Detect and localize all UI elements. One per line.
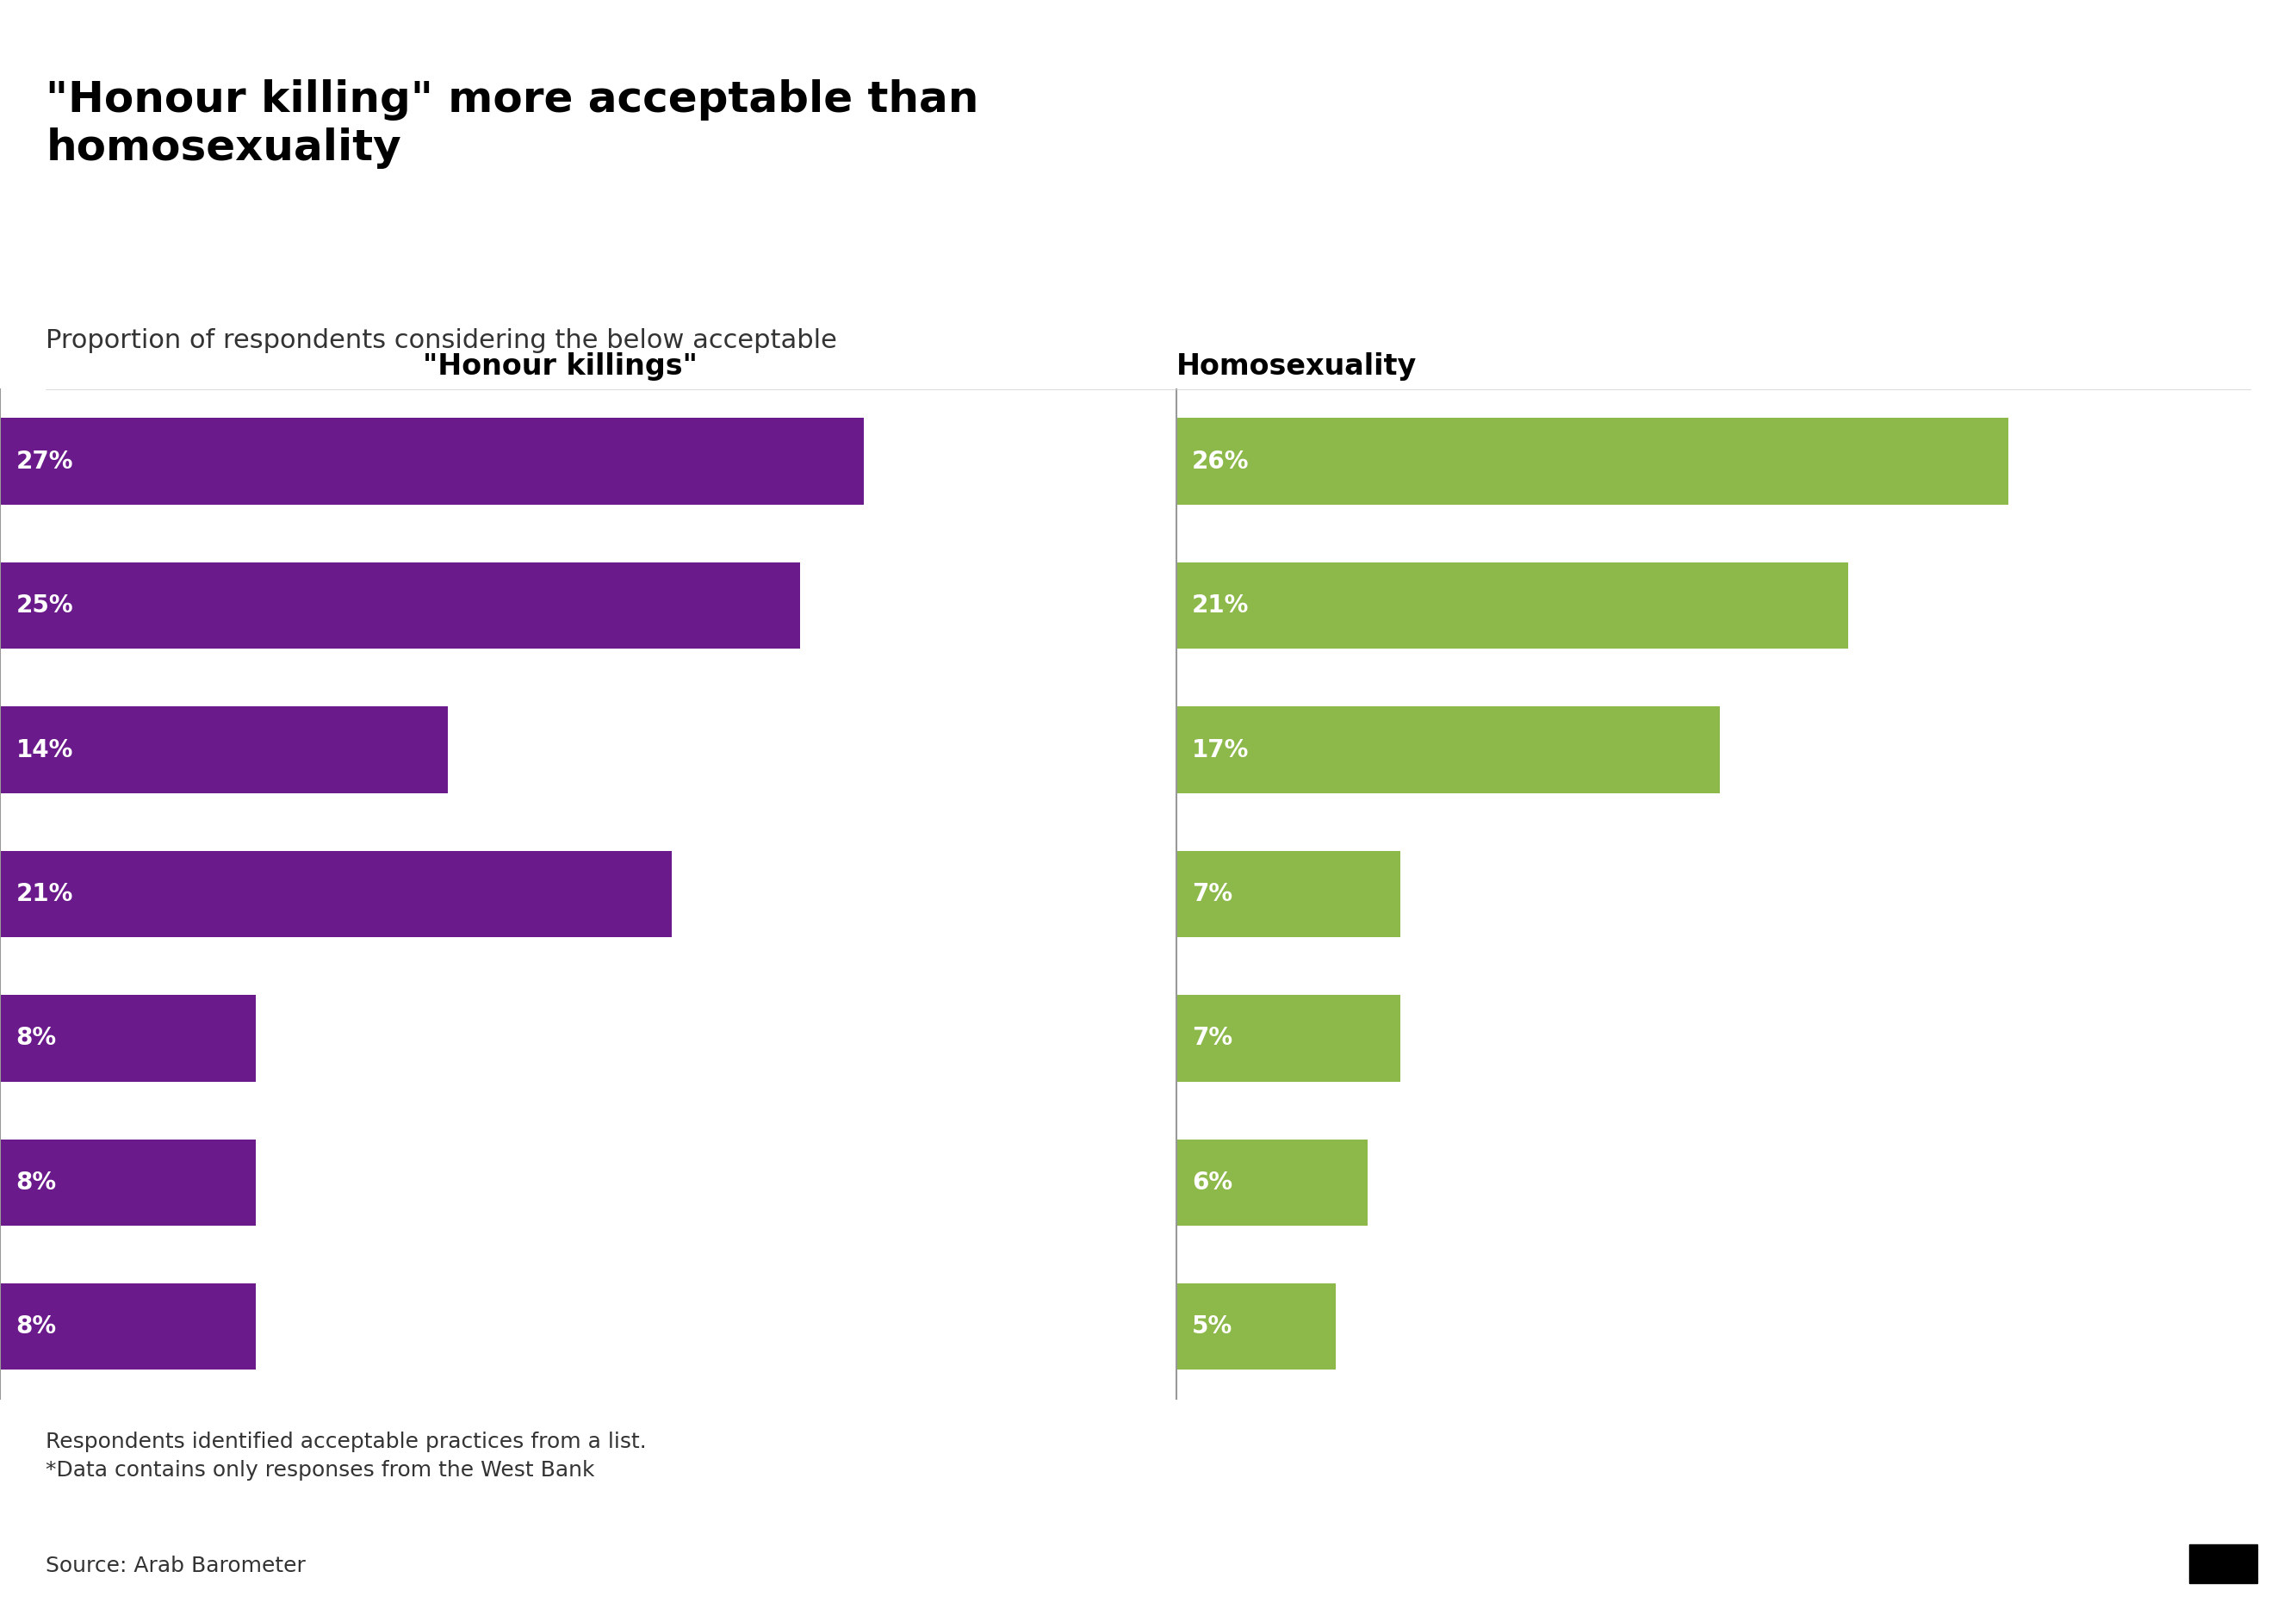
Bar [0, 851, 673, 937]
Text: 21%: 21% [1192, 594, 1249, 617]
Text: Source: Arab Barometer: Source: Arab Barometer [46, 1555, 305, 1576]
Text: 21%: 21% [16, 882, 73, 906]
Text: "Honour killing" more acceptable than
homosexuality: "Honour killing" more acceptable than ho… [46, 79, 978, 168]
Text: Homosexuality: Homosexuality [1176, 352, 1417, 381]
Bar [0, 1284, 255, 1370]
Text: 17%: 17% [1192, 738, 1249, 762]
Text: 8%: 8% [16, 1026, 57, 1050]
Bar [0, 995, 255, 1082]
Bar [1176, 1284, 1336, 1370]
Text: 7%: 7% [1192, 882, 1233, 906]
Text: BBC: BBC [2197, 1552, 2250, 1576]
Text: 26%: 26% [1192, 449, 1249, 473]
Text: 14%: 14% [16, 738, 73, 762]
Bar [1176, 707, 1720, 793]
Bar [1176, 1139, 1368, 1226]
Bar [1176, 418, 2009, 505]
Text: 5%: 5% [1192, 1315, 1233, 1339]
Text: 25%: 25% [16, 594, 73, 617]
Bar [0, 562, 799, 649]
Bar [1176, 562, 1848, 649]
Text: 7%: 7% [1192, 1026, 1233, 1050]
Text: 27%: 27% [16, 449, 73, 473]
Bar [1176, 851, 1401, 937]
Bar [1176, 995, 1401, 1082]
Title: "Honour killings": "Honour killings" [422, 352, 698, 381]
Text: 6%: 6% [1192, 1171, 1233, 1195]
Bar [0, 707, 448, 793]
Bar [0, 418, 863, 505]
Text: Respondents identified acceptable practices from a list.
*Data contains only res: Respondents identified acceptable practi… [46, 1431, 647, 1481]
Text: 8%: 8% [16, 1171, 57, 1195]
Text: 8%: 8% [16, 1315, 57, 1339]
Text: Proportion of respondents considering the below acceptable: Proportion of respondents considering th… [46, 328, 838, 354]
Bar [0, 1139, 255, 1226]
